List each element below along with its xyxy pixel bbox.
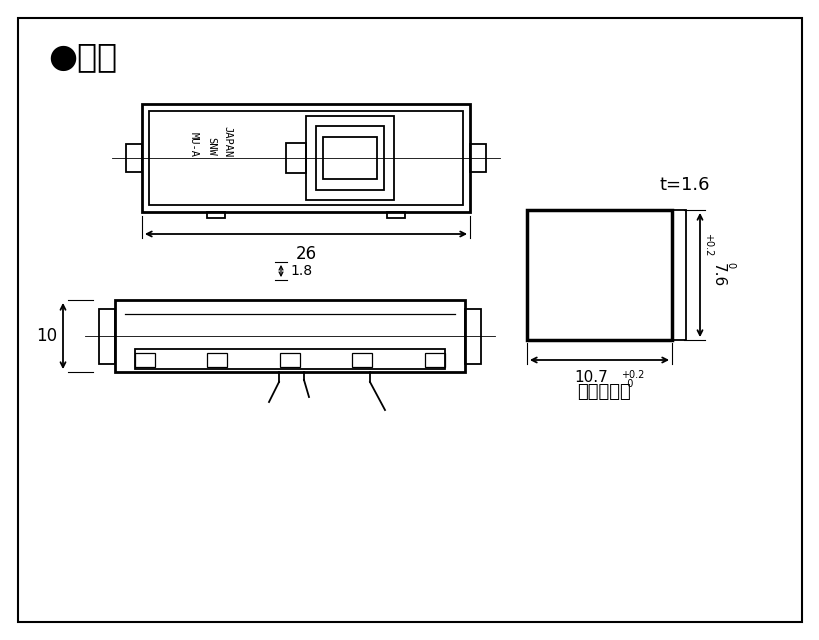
Text: 26: 26 [295, 245, 316, 263]
Text: 0: 0 [621, 379, 633, 389]
Bar [469, 144, 486, 172]
Text: 0: 0 [724, 262, 734, 268]
Text: 7.6: 7.6 [709, 263, 725, 287]
Bar [424, 353, 445, 367]
Bar [286, 143, 305, 173]
Bar [115, 300, 464, 372]
Bar [464, 308, 481, 364]
Text: 10.7: 10.7 [574, 370, 608, 385]
Bar [672, 210, 686, 340]
Bar [126, 144, 142, 172]
Bar [315, 126, 383, 190]
Text: SNW: SNW [206, 136, 215, 156]
Bar [387, 212, 405, 218]
Bar [206, 212, 224, 218]
Text: MU-A: MU-A [188, 131, 199, 157]
Bar [149, 111, 463, 205]
Text: t=1.6: t=1.6 [659, 176, 709, 194]
Text: ●寸法: ●寸法 [48, 40, 117, 73]
Bar [135, 349, 445, 369]
Text: +0.2: +0.2 [702, 234, 713, 257]
Bar [527, 210, 672, 340]
Bar [207, 353, 227, 367]
Bar [352, 353, 372, 367]
Text: 取付穴寸法: 取付穴寸法 [577, 383, 631, 401]
Bar [323, 137, 377, 179]
Text: +0.2: +0.2 [621, 370, 644, 380]
Text: JAPAN: JAPAN [222, 126, 232, 157]
Bar [99, 308, 115, 364]
Text: 10: 10 [36, 327, 57, 345]
Bar [279, 353, 300, 367]
Bar [142, 104, 469, 212]
Bar [135, 353, 155, 367]
Bar [305, 116, 393, 200]
Text: 1.8: 1.8 [290, 264, 312, 278]
